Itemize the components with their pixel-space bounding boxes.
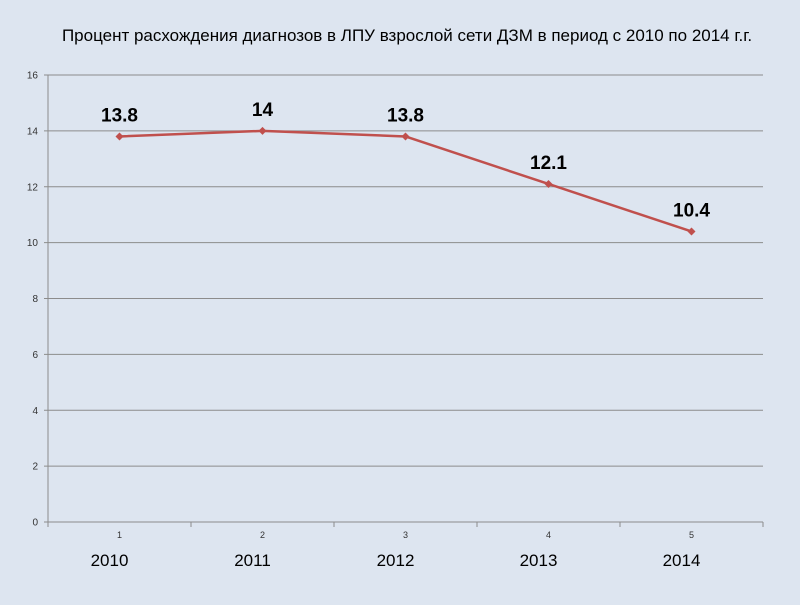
y-tick-label: 4 (32, 406, 38, 417)
year-label: 2012 (377, 551, 415, 570)
x-tick-label: 2 (260, 530, 265, 540)
y-tick-label: 10 (27, 238, 39, 249)
data-label: 13.8 (101, 105, 138, 126)
year-label: 2014 (663, 551, 701, 570)
gridlines (48, 74, 763, 467)
data-point-marker (115, 132, 124, 141)
data-point-marker (544, 179, 553, 188)
y-axis-ticks: 0 2 4 6 8 10 12 14 16 (27, 71, 48, 529)
y-tick-label: 2 (32, 462, 38, 473)
y-tick-label: 16 (27, 71, 39, 82)
year-label: 2013 (520, 551, 558, 570)
x-tick-label: 4 (546, 530, 551, 540)
y-tick-label: 6 (32, 350, 38, 361)
data-labels: 13.8 14 13.8 12.1 10.4 (101, 100, 710, 222)
data-label: 10.4 (673, 200, 710, 221)
data-label: 14 (252, 100, 274, 121)
y-tick-label: 14 (27, 126, 39, 137)
x-tick-label: 1 (117, 530, 122, 540)
data-point-marker (687, 227, 696, 236)
series-line-group (119, 129, 692, 233)
data-points (115, 126, 696, 236)
y-tick-label: 12 (27, 182, 39, 193)
chart-title: Процент расхождения диагнозов в ЛПУ взро… (62, 26, 752, 45)
year-label: 2011 (234, 551, 271, 570)
y-tick-label: 8 (32, 294, 38, 305)
x-axis-ticks: 1 2010 2 2011 3 2012 4 2013 5 2014 (47, 522, 764, 570)
data-point-marker (401, 132, 410, 141)
data-label: 13.8 (387, 105, 424, 126)
x-tick-label: 5 (689, 530, 694, 540)
data-label: 12.1 (530, 153, 567, 174)
x-tick-label: 3 (403, 530, 408, 540)
y-tick-label: 0 (32, 518, 38, 529)
data-point-marker (258, 126, 267, 135)
year-label: 2010 (91, 551, 129, 570)
series-line (119, 129, 692, 233)
